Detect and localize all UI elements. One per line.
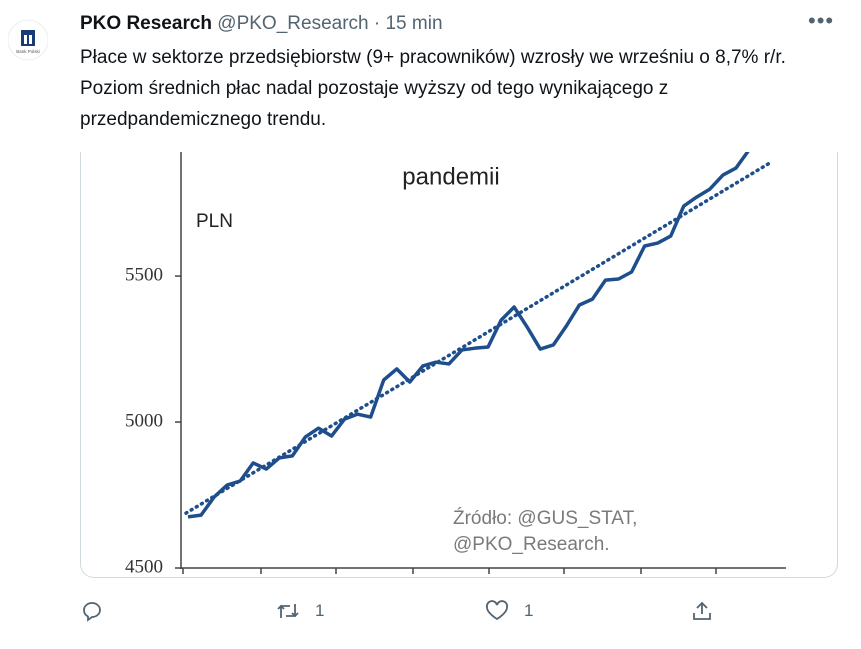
- y-tick-label: 4500: [125, 556, 163, 577]
- reply-icon: [83, 602, 101, 622]
- y-tick-label: 5500: [125, 264, 163, 285]
- y-tick-label: 5000: [125, 410, 163, 431]
- chart: pandemii PLN Źródło: @GUS_STAT, @PKO_Res…: [125, 152, 786, 577]
- data-line: [187, 152, 750, 519]
- like-icon: [485, 600, 509, 621]
- avatar-text: Bank Polski: [16, 49, 40, 54]
- share-icon: [693, 601, 711, 620]
- source: @PKO_Research.: [453, 534, 610, 555]
- like-count: 1: [524, 601, 534, 620]
- share-button[interactable]: [690, 598, 714, 624]
- avatar[interactable]: Bank Polski: [8, 10, 48, 70]
- retweet-count: 1: [315, 601, 325, 620]
- handle[interactable]: @PKO_Research: [217, 13, 369, 34]
- retweet-icon: [277, 604, 299, 618]
- unit-label: PLN: [196, 211, 233, 232]
- chart-title: pandemii: [402, 163, 499, 190]
- media-card[interactable]: pandemii PLN Źródło: @GUS_STAT, @PKO_Res…: [80, 152, 838, 578]
- reply-button[interactable]: [80, 598, 104, 624]
- like-button[interactable]: 1: [484, 598, 533, 624]
- tweet-text: Płace w sektorze przedsiębiorstw (9+ pra…: [80, 47, 786, 130]
- x-axis-ticks: [182, 568, 717, 574]
- source: Źródło: @GUS_STAT,: [453, 508, 637, 529]
- retweet-button[interactable]: 1: [275, 598, 324, 624]
- user-name[interactable]: PKO Research: [80, 13, 213, 34]
- tweet-header: PKO Research @PKO_Research · 15 min: [80, 13, 443, 35]
- more-menu[interactable]: •••: [808, 8, 835, 33]
- time[interactable]: · 15 min: [373, 13, 443, 34]
- trend-line: [184, 160, 773, 515]
- plot-area: [184, 152, 773, 519]
